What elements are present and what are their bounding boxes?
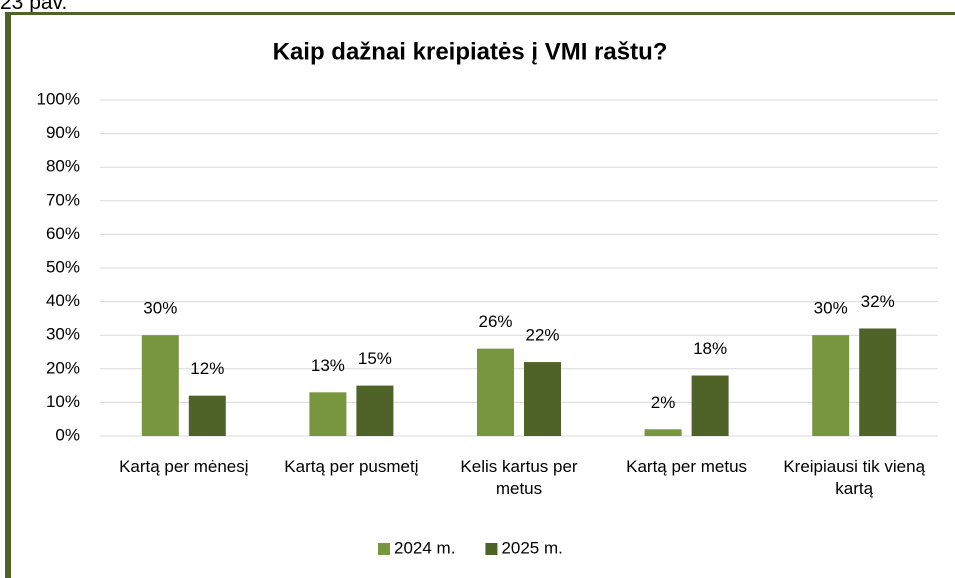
bar bbox=[309, 392, 347, 436]
x-tick-label: Kartą per metus bbox=[626, 457, 748, 476]
y-tick-label: 40% bbox=[46, 291, 80, 310]
value-label: 13% bbox=[311, 356, 345, 375]
legend-label: 2025 m. bbox=[501, 538, 562, 557]
figure-caption: 23 pav. bbox=[0, 0, 68, 14]
legend-swatch bbox=[378, 543, 390, 555]
value-label: 12% bbox=[190, 359, 224, 378]
value-label: 30% bbox=[814, 299, 848, 318]
legend-label: 2024 m. bbox=[394, 538, 455, 557]
y-tick-label: 100% bbox=[37, 89, 80, 108]
legend-swatch bbox=[485, 543, 498, 555]
y-tick-label: 30% bbox=[46, 325, 80, 344]
y-tick-label: 20% bbox=[46, 358, 80, 377]
value-label: 32% bbox=[861, 292, 895, 311]
x-tick-label: Kartą per mėnesį bbox=[119, 457, 249, 476]
value-label: 30% bbox=[143, 299, 177, 318]
chart-frame bbox=[5, 12, 955, 578]
bar bbox=[691, 375, 729, 436]
bar bbox=[524, 362, 561, 436]
value-label: 15% bbox=[358, 349, 392, 368]
bar bbox=[477, 348, 514, 436]
y-tick-label: 80% bbox=[46, 157, 80, 176]
bar bbox=[812, 335, 850, 436]
value-label: 22% bbox=[525, 326, 559, 345]
bar bbox=[141, 335, 179, 436]
x-tick-label: Kartą per pusmetį bbox=[284, 457, 419, 476]
y-tick-label: 70% bbox=[46, 190, 80, 209]
value-label: 26% bbox=[478, 312, 512, 331]
y-tick-label: 10% bbox=[46, 392, 80, 411]
bar bbox=[356, 385, 394, 436]
y-tick-label: 50% bbox=[46, 257, 80, 276]
y-tick-label: 0% bbox=[55, 425, 80, 444]
x-tick-label: Kelis kartus per metus bbox=[460, 457, 578, 498]
bar bbox=[188, 395, 226, 436]
x-tick-label: Kreipiausi tik vieną kartą bbox=[783, 457, 926, 498]
value-label: 2% bbox=[651, 393, 676, 412]
bar bbox=[644, 429, 682, 436]
value-label: 18% bbox=[693, 339, 727, 358]
chart-title: Kaip dažnai kreipiatės į VMI raštu? bbox=[273, 38, 668, 65]
bar bbox=[859, 328, 897, 436]
y-tick-label: 60% bbox=[46, 224, 80, 243]
y-tick-label: 90% bbox=[46, 123, 80, 142]
